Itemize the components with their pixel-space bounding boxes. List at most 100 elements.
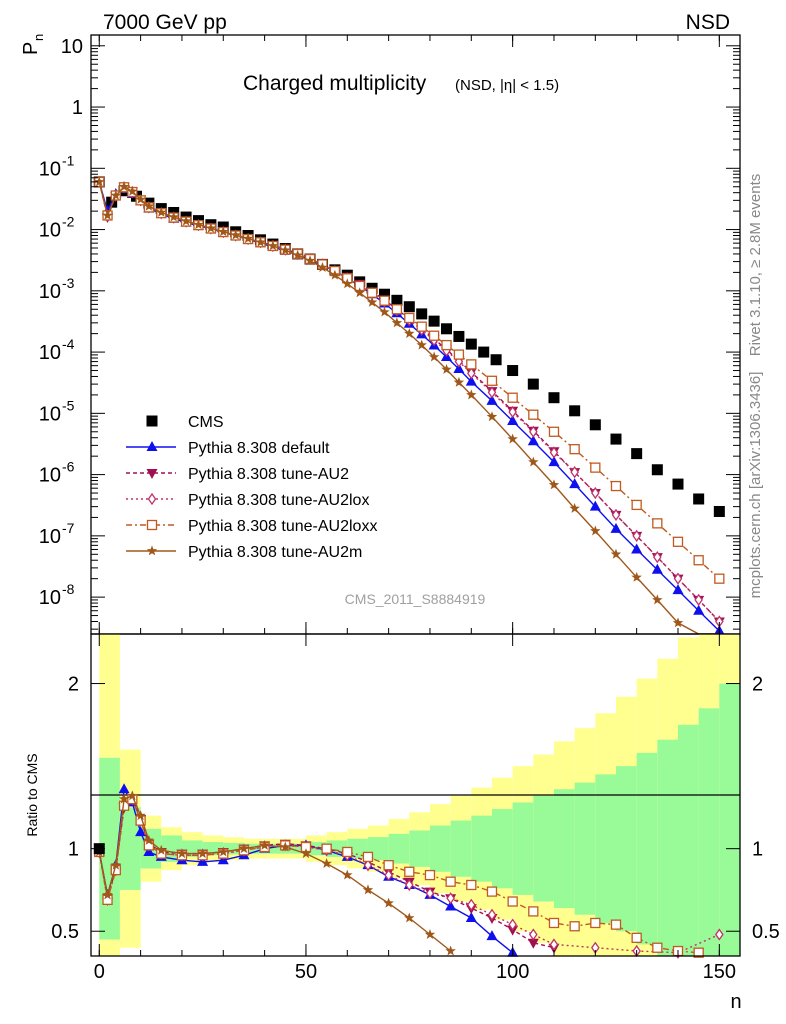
inner-uncertainty-band xyxy=(367,837,389,861)
data-point xyxy=(441,323,453,335)
y-tick-label: 10 xyxy=(39,465,61,487)
data-point xyxy=(569,478,581,489)
ratio-point xyxy=(549,938,559,951)
ratio-point xyxy=(548,917,560,929)
ratio-y-tick-label-right: 2 xyxy=(752,674,763,696)
ratio-series-4 xyxy=(94,790,456,956)
data-point xyxy=(673,572,683,585)
ratio-point xyxy=(487,908,497,921)
process-label: NSD xyxy=(686,11,730,34)
data-point xyxy=(508,405,517,419)
data-point xyxy=(242,233,254,244)
series-line xyxy=(98,181,720,632)
ratio-point xyxy=(321,843,332,854)
data-point xyxy=(102,209,113,220)
ratio-point xyxy=(383,860,394,871)
x-axis-label: n xyxy=(730,991,741,1013)
series-5 xyxy=(94,176,720,635)
beam-label: 7000 GeV pp xyxy=(103,11,227,34)
ratio-ylabel: Ratio to CMS xyxy=(24,753,40,836)
ratio-point xyxy=(424,869,436,881)
legend-marker xyxy=(146,519,158,531)
ratio-point xyxy=(342,869,353,880)
y-tick-label: 10 xyxy=(39,220,61,242)
inner-uncertainty-band xyxy=(429,825,451,872)
y-tick-label: 10 xyxy=(39,587,61,609)
data-point xyxy=(569,405,581,417)
legend-label: Pythia 8.308 tune-AU2m xyxy=(188,544,362,561)
ratio-point xyxy=(118,783,130,794)
data-point xyxy=(304,255,316,266)
data-point xyxy=(652,518,663,529)
data-point xyxy=(610,433,622,445)
data-point xyxy=(403,301,415,313)
data-point xyxy=(416,308,428,320)
data-point xyxy=(590,525,601,536)
data-point xyxy=(528,409,539,420)
data-point xyxy=(453,376,465,387)
ratio-point xyxy=(362,884,374,895)
ratio-point xyxy=(238,843,250,854)
inner-uncertainty-band xyxy=(409,830,430,867)
data-point xyxy=(110,190,121,200)
data-point xyxy=(280,244,291,255)
x-tick-label: 0 xyxy=(94,961,105,983)
data-point xyxy=(589,419,601,431)
ratio-point xyxy=(127,790,138,801)
y-tick-label: 10 xyxy=(39,158,61,180)
data-point xyxy=(168,211,179,222)
legend-label: Pythia 8.308 tune-AU2lox xyxy=(188,492,369,509)
mcplots-label: mcplots.cern.ch [arXiv:1306.3436] xyxy=(747,372,764,599)
data-point xyxy=(156,207,167,217)
data-point xyxy=(478,346,490,358)
data-point xyxy=(441,364,452,374)
data-point xyxy=(610,522,622,533)
ratio-point xyxy=(363,859,373,872)
data-point xyxy=(378,288,390,300)
ratio-point xyxy=(110,859,121,870)
ratio-point xyxy=(362,851,374,863)
data-point xyxy=(255,236,266,247)
legend: CMS Pythia 8.308 default Pythia 8.308 tune… xyxy=(126,414,377,561)
y-tick-exponent: -3 xyxy=(62,275,75,291)
y-tick-label: 10 xyxy=(39,403,61,425)
y-tick-exponent: -6 xyxy=(62,459,75,475)
data-point xyxy=(416,339,427,350)
main-ylabel-group: P n xyxy=(20,34,46,55)
data-point xyxy=(507,365,519,377)
ratio-point xyxy=(486,930,498,941)
y-tick-exponent: -1 xyxy=(62,152,75,168)
ratio-point xyxy=(218,846,229,857)
inner-uncertainty-band xyxy=(471,815,492,882)
ratio-point xyxy=(102,889,113,900)
data-point xyxy=(631,448,643,460)
rivet-version-label: Rivet 3.1.10, ≥ 2.8M events xyxy=(747,174,764,357)
ratio-point xyxy=(135,810,146,821)
data-point xyxy=(631,543,643,554)
data-point xyxy=(453,349,465,360)
data-point xyxy=(652,594,663,605)
legend-label: Pythia 8.308 tune-AU2loxx xyxy=(188,518,377,535)
ratio-y-tick-label: 1 xyxy=(68,839,79,861)
data-point xyxy=(548,426,560,437)
legend-marker xyxy=(147,492,157,506)
data-point xyxy=(590,462,601,473)
data-point xyxy=(441,339,452,351)
data-point xyxy=(466,389,477,400)
x-tick-label: 100 xyxy=(496,961,529,983)
inner-uncertainty-band xyxy=(450,820,472,877)
data-point xyxy=(714,573,725,584)
data-point xyxy=(507,414,519,425)
data-point xyxy=(529,425,538,438)
ratio-point xyxy=(143,834,155,845)
legend-marker xyxy=(146,469,158,479)
data-point xyxy=(428,351,440,362)
y-tick-label: 10 xyxy=(61,36,83,58)
data-point xyxy=(404,328,415,339)
data-point xyxy=(135,194,146,204)
ratio-point xyxy=(176,848,188,859)
ratio-point xyxy=(445,900,457,911)
data-point xyxy=(632,529,641,542)
ratio-point xyxy=(486,886,498,897)
